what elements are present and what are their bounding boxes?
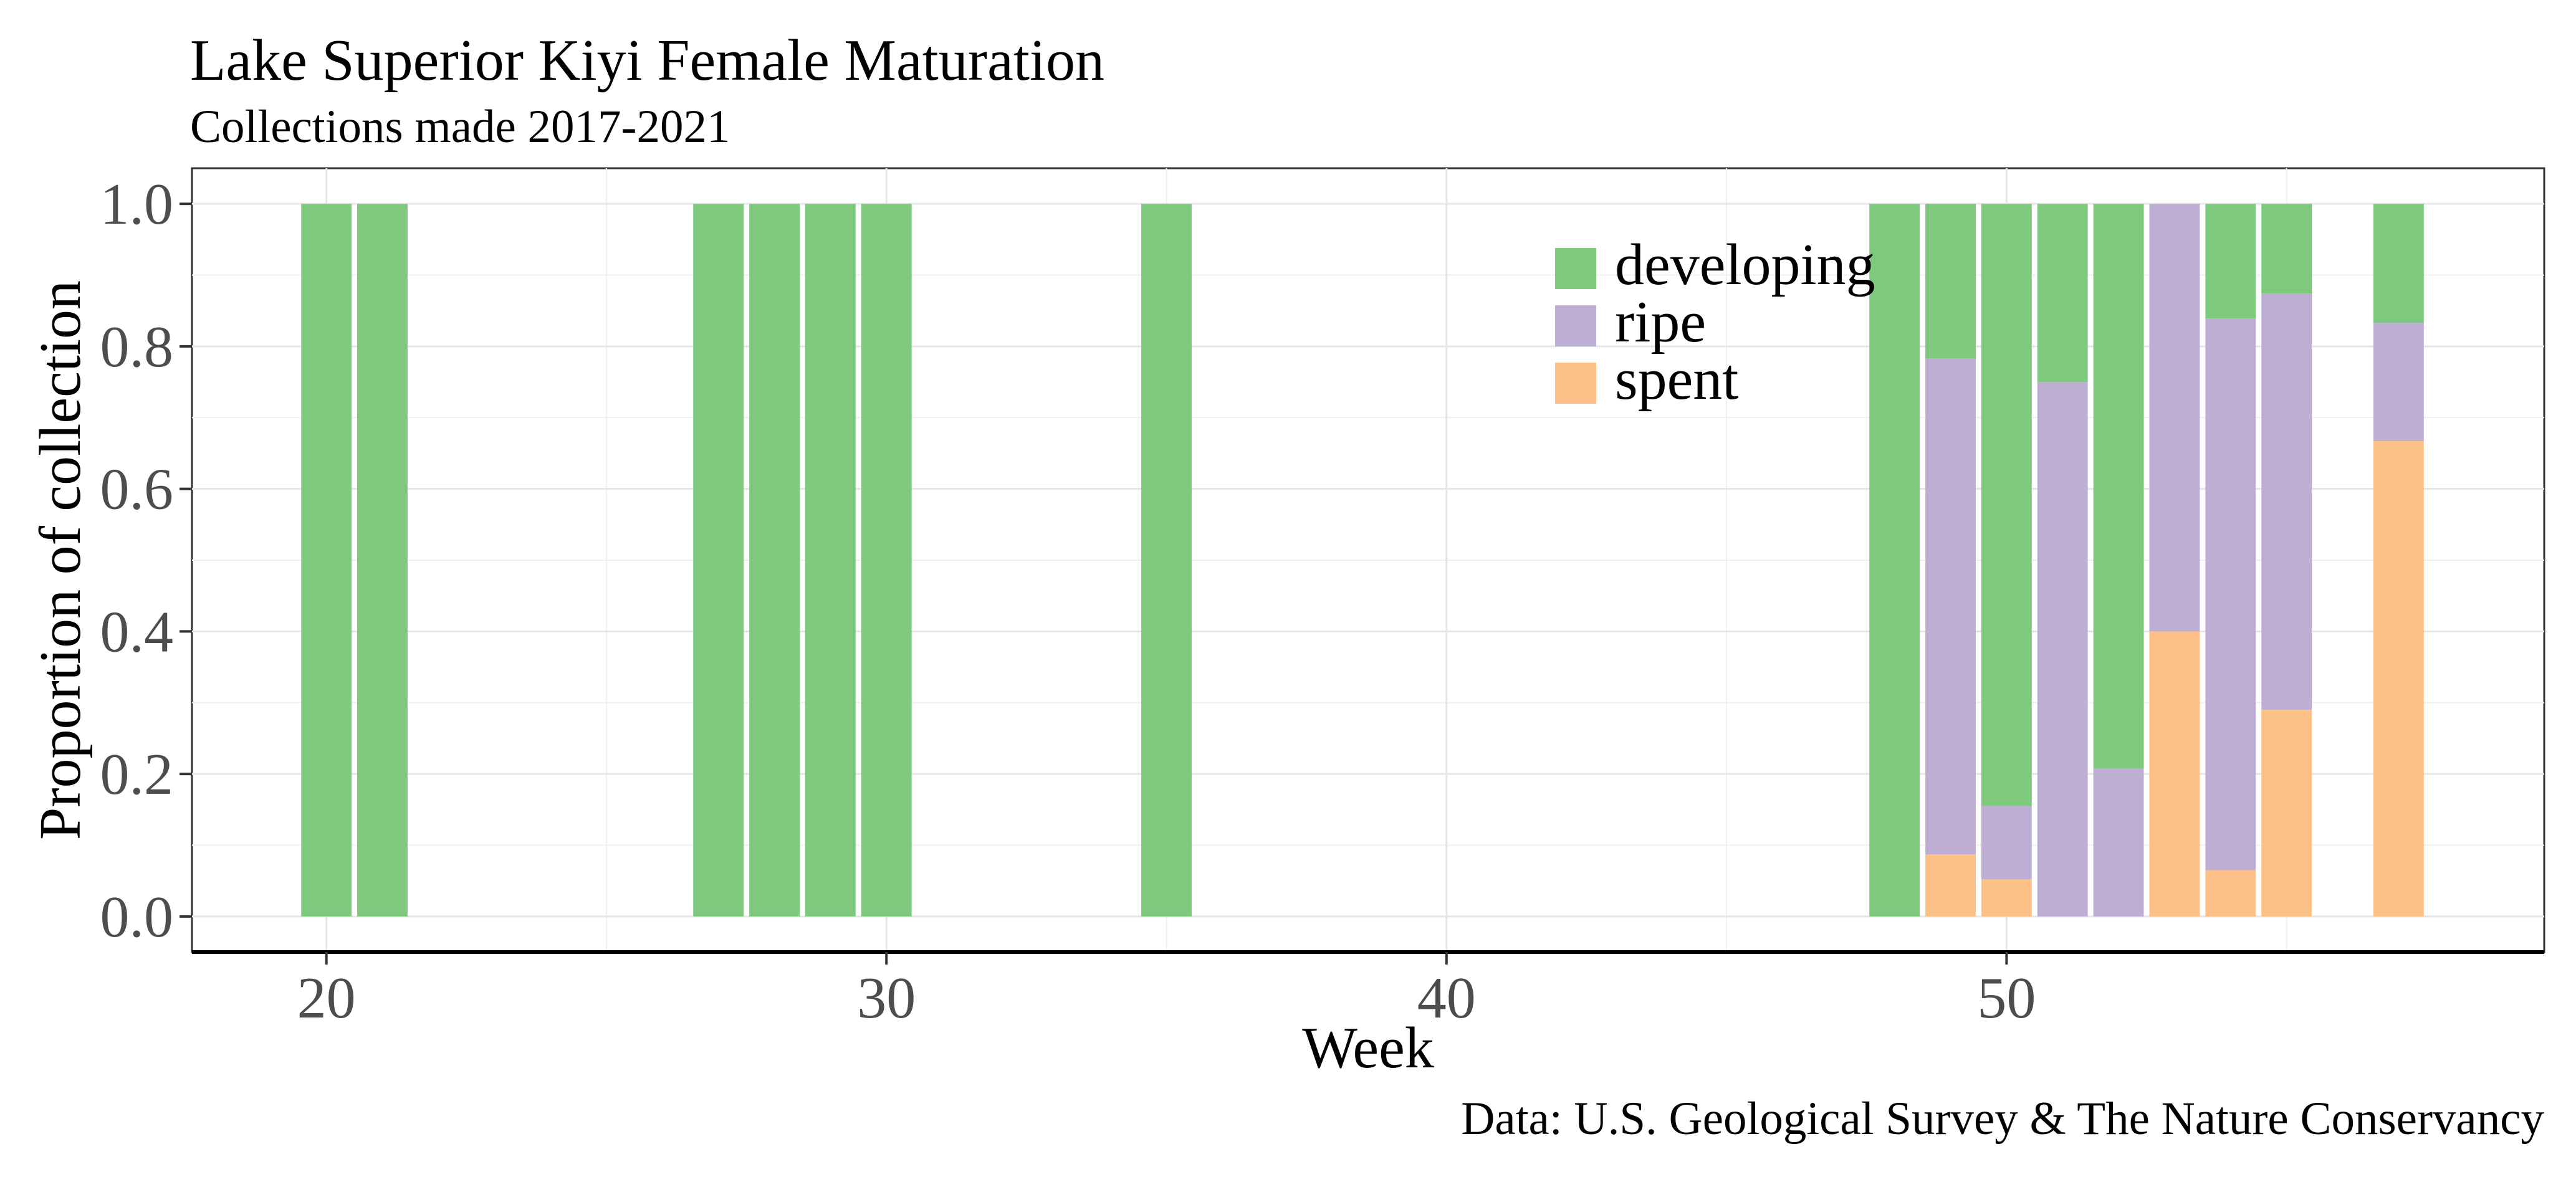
- bar-segment-developing: [2037, 204, 2088, 383]
- x-tick-label: 50: [1977, 966, 2036, 1031]
- bar-segment-ripe: [1925, 358, 1976, 855]
- bar-segment-developing: [805, 204, 856, 917]
- y-tick-label: 0.6: [100, 457, 174, 522]
- bar-segment-ripe: [2205, 318, 2256, 870]
- bar-segment-ripe: [1981, 806, 2032, 880]
- bar-segment-developing: [1925, 204, 1976, 359]
- x-tick-label: 40: [1417, 966, 1476, 1031]
- bar-segment-developing: [1981, 204, 2032, 806]
- bar-segment-developing: [357, 204, 408, 917]
- bar-segment-ripe: [2149, 204, 2200, 632]
- y-tick-label: 0.2: [100, 742, 174, 807]
- y-tick-label: 0.4: [100, 599, 174, 664]
- bar-segment-developing: [1869, 204, 1920, 917]
- bar-segment-ripe: [2093, 768, 2144, 917]
- bar-segment-developing: [861, 204, 912, 917]
- legend-key-spent: [1555, 363, 1596, 404]
- bar-segment-spent: [2149, 631, 2200, 917]
- y-tick-label: 0.8: [100, 315, 174, 379]
- bar-segment-spent: [1925, 854, 1976, 917]
- bar-segment-spent: [2373, 441, 2424, 917]
- bar-segment-spent: [1981, 879, 2032, 917]
- x-tick-label: 30: [857, 966, 916, 1031]
- x-axis: 20 30 40 50: [192, 950, 2544, 1031]
- chart-caption: Data: U.S. Geological Survey & The Natur…: [1461, 1093, 2544, 1145]
- y-axis-title: Proportion of collection: [28, 280, 93, 840]
- bar-segment-developing: [693, 204, 744, 917]
- bar-segment-developing: [301, 204, 352, 917]
- x-axis-title: Week: [1302, 1016, 1434, 1080]
- bar-segment-developing: [1141, 204, 1192, 917]
- legend-label-ripe: ripe: [1615, 290, 1706, 355]
- legend-label-developing: developing: [1615, 232, 1875, 297]
- x-tick-label: 20: [297, 966, 356, 1031]
- bar-segment-spent: [2261, 710, 2312, 917]
- legend-label-spent: spent: [1615, 347, 1738, 412]
- chart-title: Lake Superior Kiyi Female Maturation: [190, 28, 1104, 93]
- y-tick-label: 1.0: [100, 172, 174, 237]
- bar-segment-ripe: [2373, 323, 2424, 442]
- y-tick-label: 0.0: [100, 885, 174, 950]
- plot-panel: [191, 167, 2545, 953]
- chart-subtitle: Collections made 2017-2021: [190, 101, 730, 153]
- legend-key-ripe: [1555, 305, 1596, 346]
- bar-segment-ripe: [2261, 293, 2312, 710]
- bar-segment-developing: [749, 204, 800, 917]
- bars: [301, 204, 2424, 917]
- bar-segment-developing: [2093, 204, 2144, 768]
- bar-segment-ripe: [2037, 382, 2088, 917]
- legend-key-developing: [1555, 248, 1596, 289]
- y-axis: 0.0 0.2 0.4 0.6 0.8 1.0: [100, 172, 192, 950]
- bar-segment-developing: [2261, 204, 2312, 294]
- bar-segment-developing: [2373, 204, 2424, 323]
- bar-segment-spent: [2205, 870, 2256, 917]
- bar-segment-developing: [2205, 204, 2256, 319]
